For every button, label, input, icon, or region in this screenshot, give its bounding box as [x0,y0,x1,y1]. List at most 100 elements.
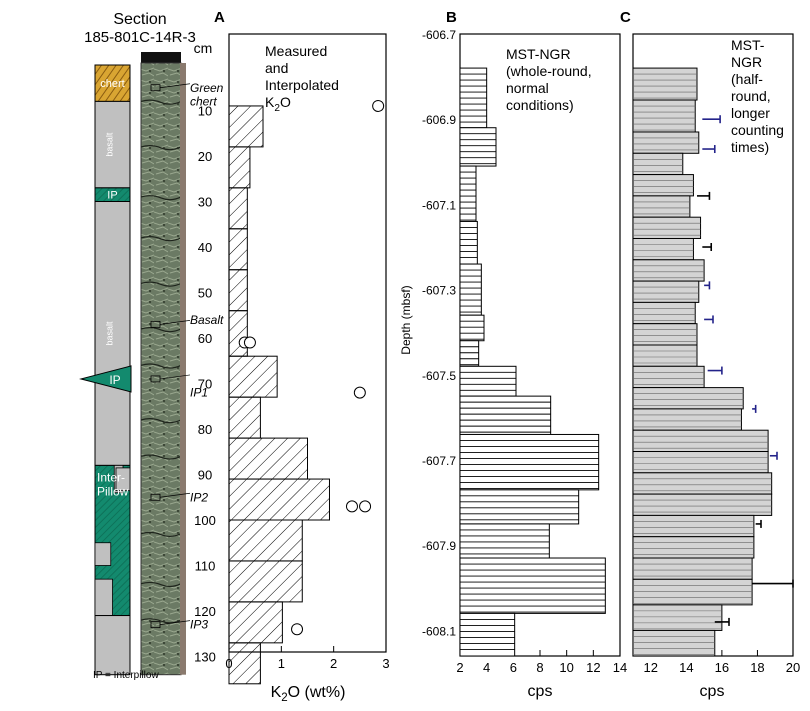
lith-basalt-block [94,578,113,616]
annotation-leader [159,320,191,325]
panel-c-title-line: longer [731,105,770,121]
panel-a-title-line: and [265,60,288,76]
cm-tick-label: 110 [195,559,216,574]
x-tick-label: 2 [330,656,337,671]
lith-unit-basalt [94,100,131,189]
y-tick-label: -607.3 [422,284,456,298]
k2o-bar [228,146,251,189]
annotation-chert: chert [190,94,217,108]
core-crack [140,618,182,624]
y-tick-label: -606.9 [422,113,456,127]
ngr-wr-bar [459,314,485,342]
annotation-leader [159,83,191,89]
lith-unit-chert [94,64,131,102]
cm-tick-label: 50 [198,286,212,301]
core-crack [140,531,182,537]
ngr-hr-bar [632,629,716,657]
ngr-wr-bar [459,557,606,614]
panel-a-title-line: K2O [265,94,291,114]
k2o-bar [228,519,303,562]
cm-tick-label: 70 [198,377,212,392]
panel-c-title-line: NGR [731,54,762,70]
panel-b-ngr-whole-round: 2 4 6 8 10 12 14 -606.7 -606.9 -607.1 -607.3 -607.5… [399,28,627,700]
section-id: 185-801C-14R-3 [84,29,196,46]
panel-a-label: A [214,9,225,26]
core-crack [140,281,182,287]
x-tick-label: 18 [750,660,764,675]
ngr-hr-bar [632,604,723,631]
panel-c-title-line: (half- [731,71,763,87]
cm-tick-label: 90 [198,468,212,483]
depth-cm-ticks: 10 20 30 40 50 60 70 80 90 100 110 120 130 [194,104,216,665]
annotation-ip2: IP2 [190,490,208,504]
k2o-bar [228,228,248,271]
ngr-wr-bar [459,433,600,491]
lith-unit-label: Pillow [97,484,129,498]
x-tick-label: 3 [382,656,389,671]
y-tick-label: -607.5 [422,369,456,383]
x-tick-label: 16 [715,660,729,675]
panel-c-title-line: times) [731,139,769,155]
legend-note: IP = Interpillow [93,670,159,681]
x-tick-label: 4 [483,660,490,675]
x-tick-label: 12 [586,660,600,675]
cm-tick-label: 80 [198,422,212,437]
k2o-bar [228,560,303,603]
k2o-bar [228,187,248,230]
panel-b-title-line: MST-NGR [506,46,571,62]
cm-tick-label: 10 [198,104,212,119]
y-tick-label: -607.9 [422,539,456,553]
panel-c-ngr-half-round: 12 14 16 18 20 MST-NGR(half-round,longercount… [632,33,800,700]
x-tick-label: 12 [644,660,658,675]
lith-unit-basalt [94,201,131,466]
core-edge [180,63,186,675]
core-photo [140,52,186,676]
panel-b-title-line: conditions) [506,97,574,113]
panel-c-label: C [620,9,631,26]
ngr-hr-bar [632,67,698,101]
lithology-column: chert basalt IP basalt Inter-Pillow IP [79,64,132,676]
cm-tick-label: 100 [194,513,216,528]
lith-unit-label: Inter- [97,470,125,484]
cm-tick-label: 130 [194,650,216,665]
y-tick-label: -607.7 [422,454,456,468]
cm-tick-label: 120 [194,604,216,619]
k2o-measured-point [345,500,358,513]
core-crack [140,454,182,460]
x-tick-label: 2 [456,660,463,675]
ngr-wr-bar [459,523,550,559]
k2o-bar [228,269,248,312]
panel-c-xlabel: cps [700,683,725,700]
ip-marker [79,365,132,393]
x-tick-label: 8 [536,660,543,675]
annotation-ip1: IP1 [190,386,208,400]
k2o-bar [228,355,278,398]
core-crack [140,145,182,151]
ip-marker-label: IP [109,373,120,387]
y-tick-label: -606.7 [422,28,456,42]
panel-c-title-line: MST- [731,37,765,53]
cm-tick-label: 30 [198,195,212,210]
k2o-bar [228,105,264,148]
y-tick-label: -608.1 [422,624,456,638]
panel-a-title-line: Interpolated [265,77,339,93]
lith-basalt-block [115,467,131,492]
lith-unit-basalt [94,615,131,676]
lith-basalt-block [94,542,112,566]
k2o-bar [228,437,308,480]
panel-b-xlabel: cps [528,683,553,700]
annotation-leader [159,492,191,498]
annotation-ip3: IP3 [190,618,208,632]
panel-c-title-line: counting [731,122,784,138]
cm-tick-label: 40 [198,240,212,255]
k2o-measured-point [353,386,366,399]
core-crack [140,363,182,369]
cm-label: cm [194,40,213,56]
cm-tick-label: 60 [198,331,212,346]
panel-b-ylabel: Depth (mbsf) [399,285,413,354]
x-tick-label: 14 [613,660,627,675]
y-tick-label: -607.1 [422,198,456,212]
core-crack [140,581,182,588]
ngr-hr-bar [632,99,696,133]
ngr-wr-bar [459,263,482,316]
